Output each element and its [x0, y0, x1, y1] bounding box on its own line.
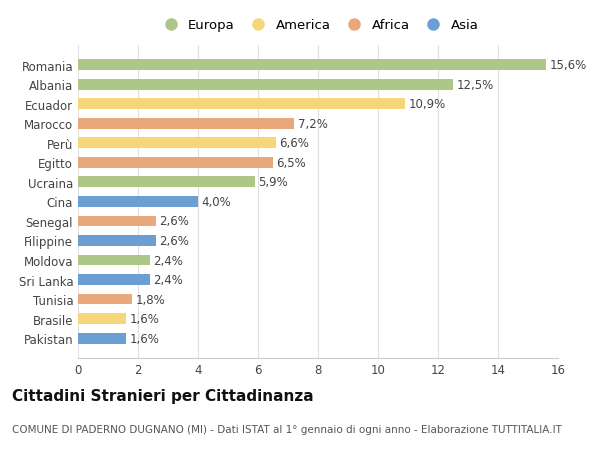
Bar — [78, 157, 273, 168]
Text: 12,5%: 12,5% — [457, 78, 494, 91]
Bar — [78, 79, 453, 90]
Bar — [78, 196, 198, 207]
Text: 2,6%: 2,6% — [160, 235, 190, 247]
Text: 2,6%: 2,6% — [160, 215, 190, 228]
Bar — [78, 255, 150, 266]
Bar — [78, 177, 255, 188]
Text: 2,4%: 2,4% — [154, 254, 184, 267]
Text: 7,2%: 7,2% — [298, 118, 328, 130]
Bar — [78, 235, 156, 246]
Bar — [78, 138, 276, 149]
Text: 5,9%: 5,9% — [259, 176, 289, 189]
Text: 1,8%: 1,8% — [136, 293, 166, 306]
Text: 1,6%: 1,6% — [130, 313, 160, 325]
Text: 10,9%: 10,9% — [409, 98, 446, 111]
Text: 2,4%: 2,4% — [154, 274, 184, 286]
Bar — [78, 118, 294, 129]
Bar — [78, 294, 132, 305]
Bar — [78, 60, 546, 71]
Text: COMUNE DI PADERNO DUGNANO (MI) - Dati ISTAT al 1° gennaio di ogni anno - Elabora: COMUNE DI PADERNO DUGNANO (MI) - Dati IS… — [12, 425, 562, 435]
Text: 6,6%: 6,6% — [280, 137, 310, 150]
Text: Cittadini Stranieri per Cittadinanza: Cittadini Stranieri per Cittadinanza — [12, 388, 314, 403]
Legend: Europa, America, Africa, Asia: Europa, America, Africa, Asia — [154, 15, 482, 36]
Bar — [78, 274, 150, 285]
Text: 4,0%: 4,0% — [202, 196, 232, 208]
Text: 6,5%: 6,5% — [277, 157, 307, 169]
Bar — [78, 216, 156, 227]
Text: 1,6%: 1,6% — [130, 332, 160, 345]
Bar — [78, 313, 126, 325]
Bar — [78, 99, 405, 110]
Bar — [78, 333, 126, 344]
Text: 15,6%: 15,6% — [550, 59, 587, 72]
